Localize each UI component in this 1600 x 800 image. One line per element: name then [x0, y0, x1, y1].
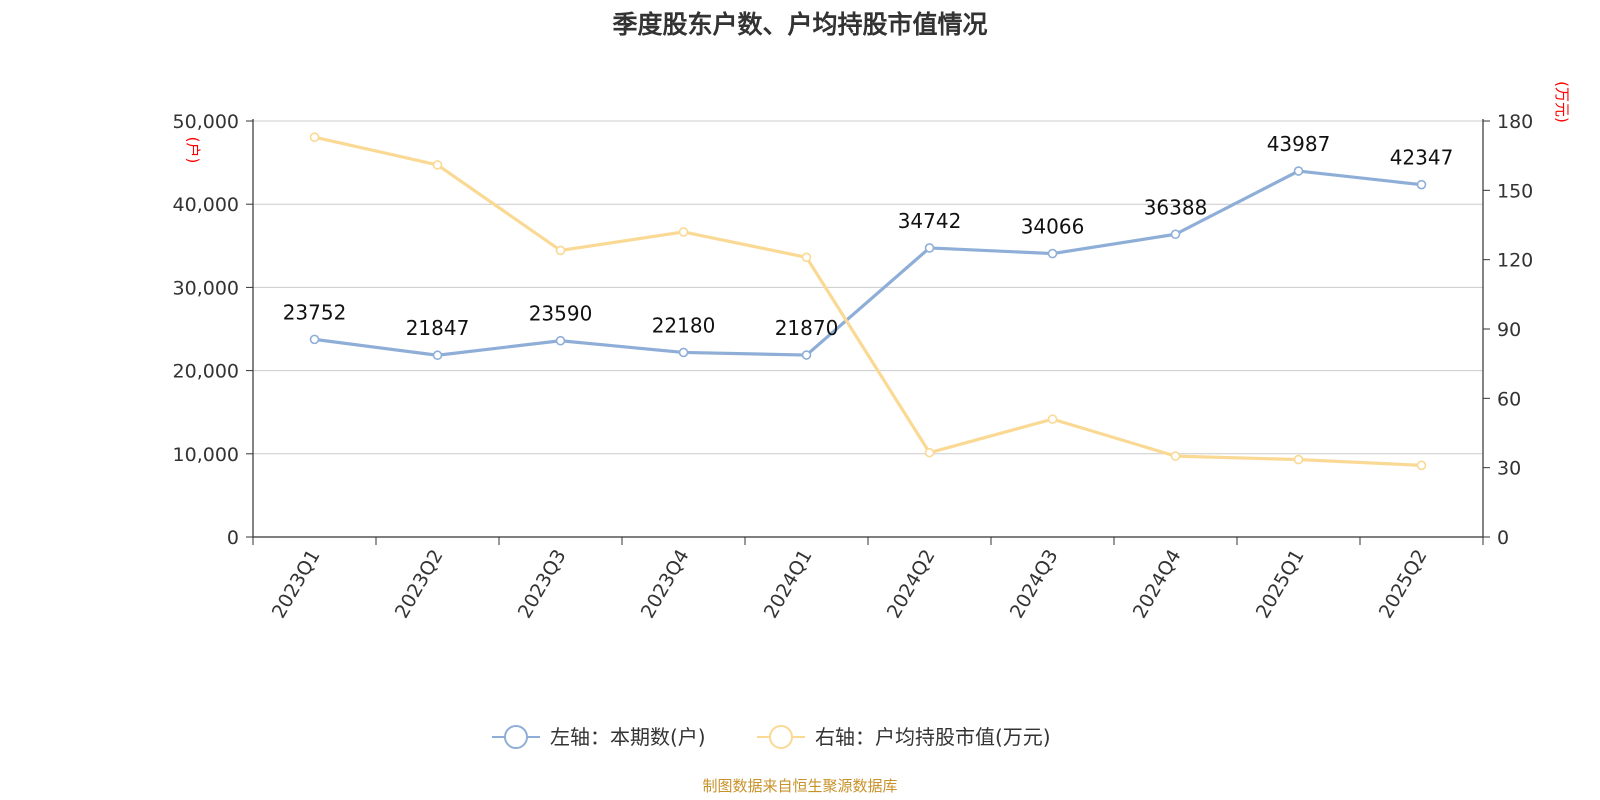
data-point: [678, 347, 689, 358]
x-axis-tick-label: 2024Q2: [883, 546, 940, 622]
data-point: [1293, 166, 1304, 176]
legend-marker-market-value: [769, 725, 793, 749]
right-axis-tick-label: 60: [1497, 388, 1521, 410]
series-line: [314, 169, 1422, 357]
data-point: [432, 350, 443, 361]
chart-title: 季度股东户数、户均持股市值情况: [612, 10, 987, 39]
right-axis-tick-label: 30: [1497, 458, 1521, 480]
legend-item-shareholders[interactable]: 左轴：本期数(户): [492, 725, 706, 749]
data-point: [309, 334, 320, 345]
data-point: [555, 245, 566, 256]
data-label: 23752: [283, 300, 347, 324]
left-axis-tick-label: 30,000: [173, 277, 239, 299]
right-axis-tick-label: 0: [1497, 527, 1509, 549]
legend-item-market-value[interactable]: 右轴：户均持股市值(万元): [757, 725, 1051, 749]
data-point: [1416, 460, 1427, 471]
data-point: [801, 252, 812, 263]
data-label: 23590: [529, 302, 593, 326]
data-point: [924, 243, 935, 253]
legend-label-market-value: 右轴：户均持股市值(万元): [815, 725, 1051, 749]
data-label: 21870: [775, 316, 839, 340]
left-axis-tick-label: 40,000: [173, 194, 239, 216]
data-point: [1416, 179, 1427, 190]
gridlines: [253, 120, 1483, 455]
legend-marker-shareholders: [504, 725, 528, 749]
data-point: [1170, 451, 1181, 461]
data-label: 34066: [1021, 215, 1085, 239]
data-point: [801, 350, 812, 360]
data-label: 42347: [1390, 146, 1454, 170]
data-point: [1170, 229, 1181, 240]
data-label: 34742: [898, 209, 962, 233]
data-point: [1047, 414, 1058, 424]
right-axis-tick-label: 150: [1497, 180, 1533, 202]
x-axis-tick-label: 2023Q4: [637, 546, 694, 622]
x-axis-tick-label: 2025Q2: [1375, 546, 1432, 622]
legend-label-shareholders: 左轴：本期数(户): [550, 725, 706, 749]
right-axis-tick-label: 120: [1497, 250, 1533, 272]
left-axis-tick-label: 50,000: [173, 111, 239, 133]
legend: 左轴：本期数(户) 右轴：户均持股市值(万元): [492, 725, 1051, 749]
data-label: 43987: [1267, 132, 1331, 156]
right-axis-tick-label: 90: [1497, 319, 1521, 341]
left-axis-tick-label: 20,000: [173, 361, 239, 383]
x-axis-tick-label: 2025Q1: [1252, 546, 1309, 622]
left-axis-tick-label: 10,000: [173, 444, 239, 466]
data-point: [432, 160, 443, 170]
x-axis-tick-label: 2023Q1: [268, 546, 325, 622]
axes: 0 10,000 20,000 30,000 40,000 50,000 0 30 60 90 12…: [173, 111, 1534, 622]
right-axis-unit: (万元): [1553, 81, 1571, 123]
series: [309, 132, 1427, 471]
data-label: 36388: [1144, 195, 1208, 219]
data-label: 21847: [406, 316, 470, 340]
right-axis-tick-label: 180: [1497, 111, 1533, 133]
data-point: [1047, 248, 1058, 259]
x-axis-tick-label: 2023Q2: [391, 546, 448, 622]
series-line: [314, 135, 1422, 467]
data-label: 22180: [652, 313, 716, 337]
series-market-value: [309, 132, 1427, 471]
data-point: [309, 132, 320, 142]
series-shareholders: [309, 166, 1427, 361]
left-axis-tick-label: 0: [227, 527, 239, 549]
left-axis-unit: (户): [184, 137, 202, 164]
data-point: [1293, 454, 1304, 465]
data-labels: 23752 21847 23590 22180 21870 34742 34066 36388…: [283, 132, 1454, 340]
x-axis-tick-label: 2023Q3: [514, 546, 571, 622]
x-axis-tick-label: 2024Q3: [1006, 546, 1063, 622]
data-point: [924, 447, 935, 458]
x-axis-tick-label: 2024Q4: [1129, 546, 1186, 622]
data-point: [678, 227, 689, 237]
data-point: [555, 335, 566, 346]
data-source-note: 制图数据来自恒生聚源数据库: [702, 777, 897, 795]
x-axis-tick-label: 2024Q1: [760, 546, 817, 622]
